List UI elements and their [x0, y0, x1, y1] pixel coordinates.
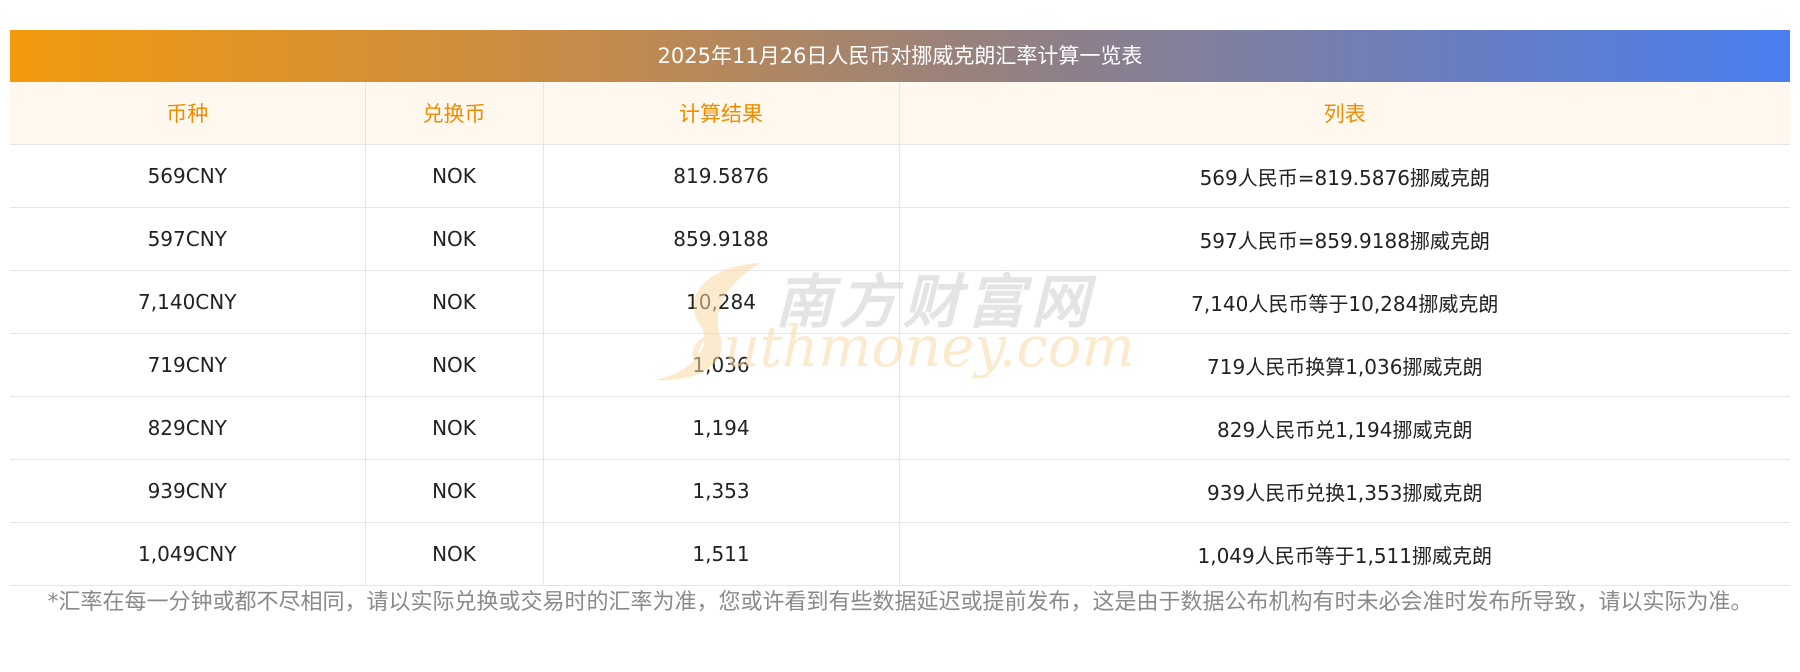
disclaimer-footnote: *汇率在每一分钟或都不尽相同，请以实际兑换或交易时的汇率为准，您或许看到有些数据…	[47, 590, 1753, 615]
rate-table-container: 2025年11月26日人民币对挪威克朗汇率计算一览表 币种 兑换币 计算结果 列…	[10, 30, 1790, 586]
cell-target: NOK	[365, 459, 544, 523]
cell-target: NOK	[365, 396, 544, 460]
cell-currency: 7,140CNY	[10, 270, 366, 334]
table-row: 597CNY NOK 859.9188 597人民币=859.9188挪威克朗	[10, 207, 1790, 271]
cell-list: 7,140人民币等于10,284挪威克朗	[899, 270, 1790, 334]
cell-currency: 829CNY	[10, 396, 366, 460]
header-result: 计算结果	[543, 82, 900, 145]
cell-list: 1,049人民币等于1,511挪威克朗	[899, 522, 1790, 586]
cell-currency: 569CNY	[10, 144, 366, 208]
cell-list: 829人民币兑1,194挪威克朗	[899, 396, 1790, 460]
cell-list: 719人民币换算1,036挪威克朗	[899, 333, 1790, 397]
table-row: 719CNY NOK 1,036 719人民币换算1,036挪威克朗	[10, 333, 1790, 397]
table-header: 币种 兑换币 计算结果 列表	[10, 82, 1790, 145]
cell-result: 1,353	[543, 459, 900, 523]
cell-list: 939人民币兑换1,353挪威克朗	[899, 459, 1790, 523]
header-currency: 币种	[10, 82, 366, 145]
table-row: 939CNY NOK 1,353 939人民币兑换1,353挪威克朗	[10, 459, 1790, 523]
cell-target: NOK	[365, 207, 544, 271]
header-list: 列表	[899, 82, 1790, 145]
table-row: 829CNY NOK 1,194 829人民币兑1,194挪威克朗	[10, 396, 1790, 460]
cell-list: 597人民币=859.9188挪威克朗	[899, 207, 1790, 271]
cell-target: NOK	[365, 270, 544, 334]
cell-target: NOK	[365, 144, 544, 208]
cell-target: NOK	[365, 333, 544, 397]
cell-result: 10,284	[543, 270, 900, 334]
rate-table: 币种 兑换币 计算结果 列表 569CNY NOK 819.5876 569人民…	[10, 82, 1790, 586]
cell-list: 569人民币=819.5876挪威克朗	[899, 144, 1790, 208]
cell-result: 1,511	[543, 522, 900, 586]
table-body: 569CNY NOK 819.5876 569人民币=819.5876挪威克朗 …	[10, 144, 1790, 586]
table-row: 7,140CNY NOK 10,284 7,140人民币等于10,284挪威克朗	[10, 270, 1790, 334]
cell-target: NOK	[365, 522, 544, 586]
cell-currency: 597CNY	[10, 207, 366, 271]
cell-result: 819.5876	[543, 144, 900, 208]
cell-result: 859.9188	[543, 207, 900, 271]
cell-result: 1,036	[543, 333, 900, 397]
cell-result: 1,194	[543, 396, 900, 460]
cell-currency: 719CNY	[10, 333, 366, 397]
header-target: 兑换币	[365, 82, 544, 145]
cell-currency: 1,049CNY	[10, 522, 366, 586]
table-row: 1,049CNY NOK 1,511 1,049人民币等于1,511挪威克朗	[10, 522, 1790, 586]
table-row: 569CNY NOK 819.5876 569人民币=819.5876挪威克朗	[10, 144, 1790, 208]
cell-currency: 939CNY	[10, 459, 366, 523]
table-title: 2025年11月26日人民币对挪威克朗汇率计算一览表	[10, 30, 1790, 82]
